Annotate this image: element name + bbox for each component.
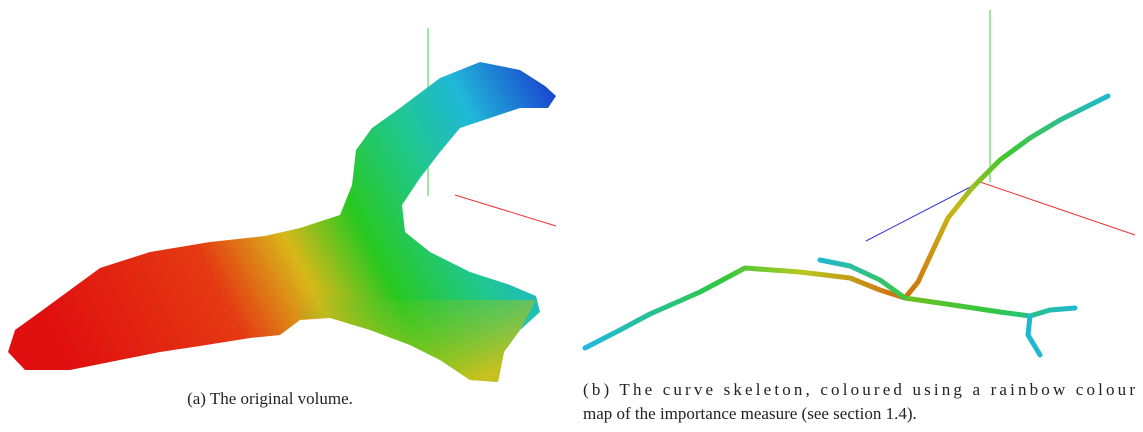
skeleton-branch — [905, 96, 1108, 298]
figure: (a) The original volume. (b) The curve s… — [0, 0, 1143, 432]
axis-z — [866, 182, 980, 241]
skeleton-branch — [905, 298, 1075, 316]
axis-x — [980, 182, 1135, 235]
caption: (a) The original volume. — [187, 389, 353, 408]
volume-lobe — [300, 290, 536, 382]
skeleton-branch — [1028, 316, 1040, 355]
caption-line: (b) The curve skeleton, coloured using a… — [583, 380, 1135, 399]
axis-x — [455, 195, 556, 226]
caption-line: map of the importance measure (see secti… — [583, 404, 917, 423]
skeleton-branch — [585, 268, 905, 348]
